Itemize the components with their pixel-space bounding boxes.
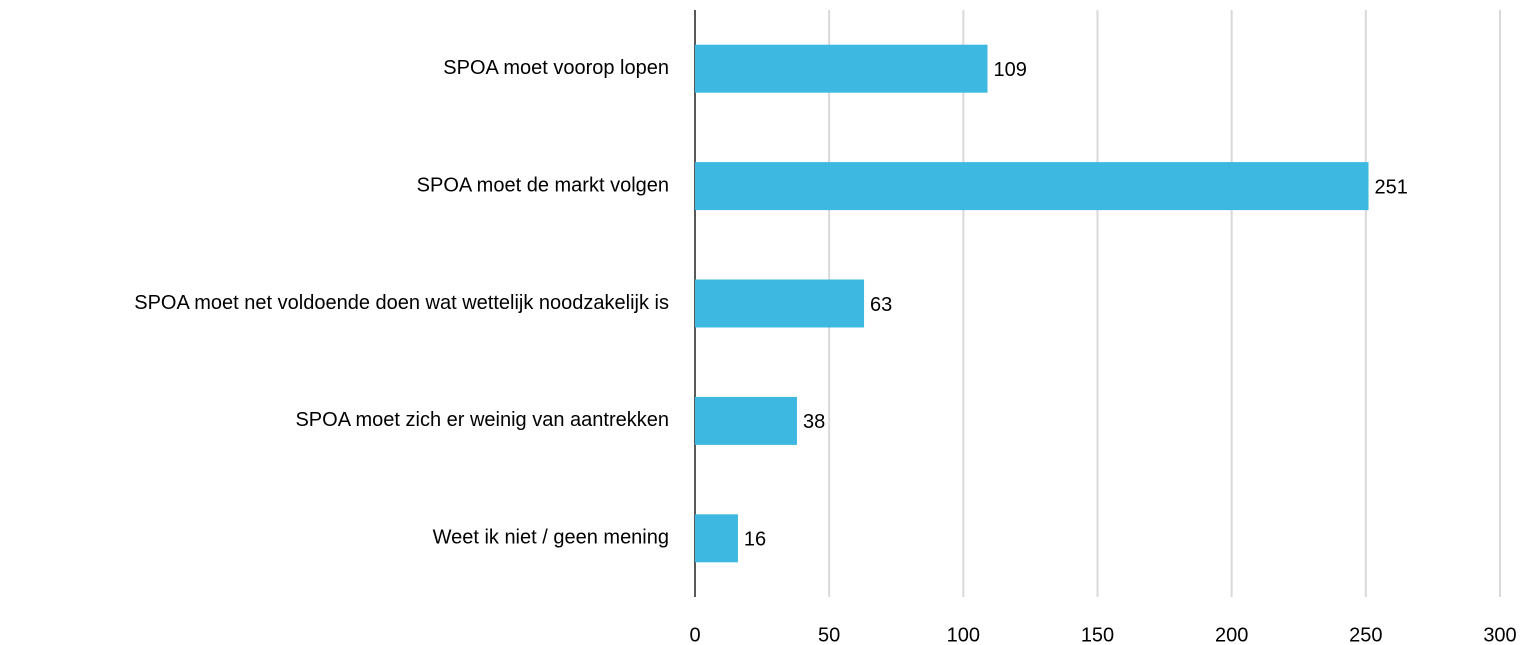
y-tick-label: SPOA moet voorop lopen [443, 57, 669, 79]
y-tick-label: Weet ik niet / geen mening [433, 527, 669, 549]
data-label: 16 [744, 529, 766, 551]
data-label: 109 [993, 59, 1026, 81]
bar [695, 396, 797, 445]
y-tick-label: SPOA moet zich er weinig van aantrekken [295, 409, 669, 431]
data-label: 251 [1375, 176, 1408, 198]
x-tick-label: 100 [947, 624, 980, 645]
y-tick-label: SPOA moet de markt volgen [417, 174, 669, 196]
x-tick-label: 300 [1483, 624, 1516, 645]
bar [695, 514, 738, 563]
data-label: 63 [870, 294, 892, 316]
y-tick-label: SPOA moet net voldoende doen wat wetteli… [134, 292, 669, 314]
bar [695, 44, 988, 93]
x-tick-label: 250 [1349, 624, 1382, 645]
data-label: 38 [803, 411, 825, 433]
bar [695, 279, 865, 328]
bar [695, 162, 1369, 211]
x-tick-label: 0 [689, 624, 700, 645]
x-tick-label: 50 [818, 624, 840, 645]
x-tick-label: 200 [1215, 624, 1248, 645]
x-tick-label: 150 [1081, 624, 1114, 645]
